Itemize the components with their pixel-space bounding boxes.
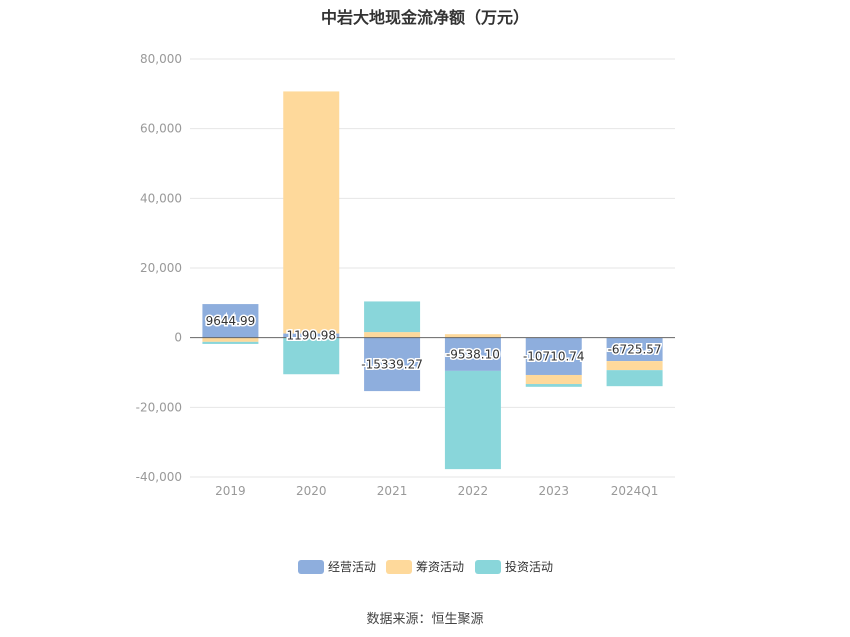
y-tick-label: 80,000 <box>140 52 182 66</box>
legend-swatch <box>298 560 324 574</box>
legend-label: 经营活动 <box>328 560 376 574</box>
bar-operating <box>202 304 259 338</box>
bar-financing <box>202 337 259 342</box>
bar-investing <box>525 384 582 387</box>
y-tick-label: -20,000 <box>136 400 182 414</box>
data-label: -15339.27 <box>361 357 423 371</box>
x-tick-label: 2024Q1 <box>611 484 659 498</box>
legend: 经营活动 筹资活动 投资活动 <box>298 559 553 574</box>
x-tick-label: 2022 <box>458 484 489 498</box>
bar-financing <box>283 91 340 334</box>
bar-financing <box>444 334 501 338</box>
y-tick-label: 40,000 <box>140 191 182 205</box>
legend-swatch <box>475 560 501 574</box>
data-label: -10710.74 <box>523 349 585 363</box>
data-source: 数据来源：恒生聚源 <box>366 612 484 627</box>
x-tick-label: 2019 <box>215 484 246 498</box>
y-axis: -40,000 -20,000 0 20,000 40,000 60,000 80,000 <box>136 52 182 484</box>
x-axis: 2019 2020 2021 2022 2023 2024Q1 <box>215 484 658 498</box>
bar-investing <box>202 341 259 344</box>
bar-operating <box>606 337 663 362</box>
y-tick-label: 20,000 <box>140 261 182 275</box>
bar-investing <box>364 301 421 333</box>
cash-flow-chart: -40,000-20,000020,00040,00060,00080,000 … <box>136 52 675 574</box>
bar-operating <box>444 337 501 371</box>
bar-financing <box>525 374 582 385</box>
chart-title: 中岩大地现金流净额（万元） <box>320 8 529 27</box>
data-label: -9538.10 <box>446 347 500 361</box>
y-tick-label: 60,000 <box>140 122 182 136</box>
bar-investing <box>606 370 663 387</box>
legend-label: 筹资活动 <box>416 560 464 574</box>
data-labels: 9644.99 1190.98 -15339.27 -9538.10 -10710.74… <box>204 312 663 373</box>
y-tick-label: 0 <box>174 331 182 345</box>
bar-financing <box>364 332 421 338</box>
bar-investing <box>283 337 340 375</box>
y-tick-label: -40,000 <box>136 470 182 484</box>
bar-investing <box>444 370 501 470</box>
bar-financing <box>606 361 663 371</box>
bar-operating <box>364 337 421 392</box>
bar-operating <box>283 333 340 338</box>
x-tick-label: 2021 <box>377 484 408 498</box>
x-tick-label: 2023 <box>538 484 569 498</box>
grid-lines <box>190 58 675 478</box>
legend-label: 投资活动 <box>505 559 553 574</box>
legend-swatch <box>386 560 412 574</box>
bar-operating <box>525 337 582 375</box>
data-label: 1190.98 <box>286 329 336 343</box>
x-tick-label: 2020 <box>296 484 327 498</box>
data-label: -6725.57 <box>608 342 662 356</box>
data-label: 9644.99 <box>206 314 256 328</box>
bars <box>202 91 663 470</box>
